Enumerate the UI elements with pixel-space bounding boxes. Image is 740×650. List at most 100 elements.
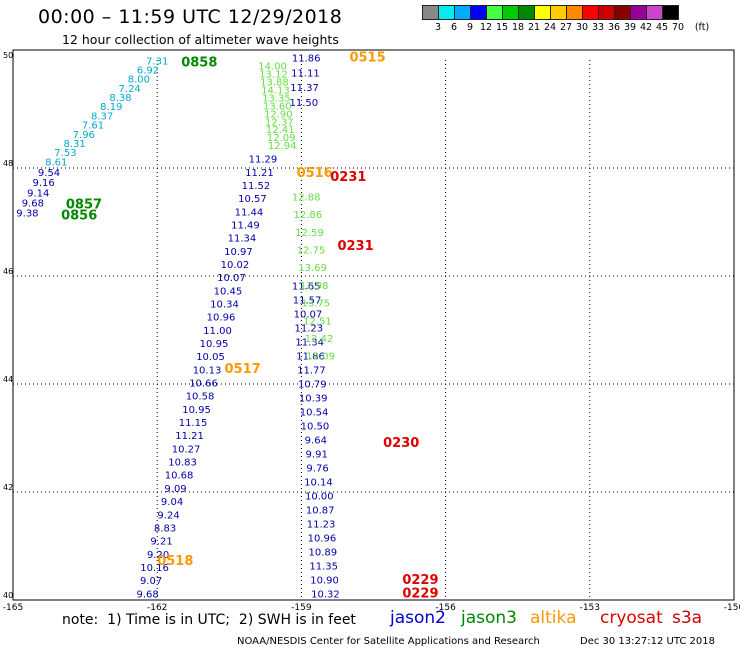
y-tick-label: 44 xyxy=(3,375,13,384)
wave-height-value: 11.23 xyxy=(295,323,324,334)
pass-time-label: 0229 xyxy=(402,586,438,601)
wave-height-value: 10.54 xyxy=(300,407,329,418)
pass-time-label: 0856 xyxy=(61,208,97,223)
colorbar-label: 70 xyxy=(671,22,685,33)
colorbar-label: 45 xyxy=(655,22,669,33)
wave-height-value: 9.07 xyxy=(140,576,162,587)
wave-height-value: 7.53 xyxy=(54,148,76,159)
wave-height-value: 14.13 xyxy=(261,86,290,97)
wave-height-value: 10.90 xyxy=(310,575,339,586)
units-note: note: 1) Time is in UTC; 2) SWH is in fe… xyxy=(62,612,356,628)
colorbar-label: (ft) xyxy=(694,22,710,33)
wave-height-value: 11.65 xyxy=(292,282,321,293)
wave-height-value: 13.12 xyxy=(259,70,288,81)
wave-height-value: 7.31 xyxy=(146,56,168,67)
wave-height-value: 12.59 xyxy=(295,228,324,239)
wave-height-value: 10.05 xyxy=(196,352,225,363)
wave-height-value: 12.37 xyxy=(265,117,294,128)
wave-height-value: 11.86 xyxy=(292,54,321,65)
y-tick-label: 42 xyxy=(3,483,13,492)
wave-height-value: 7.61 xyxy=(82,121,104,132)
pass-time-label: 0515 xyxy=(349,51,385,66)
colorbar-label: 27 xyxy=(559,22,573,33)
wave-height-value: 11.21 xyxy=(175,431,204,442)
wave-height-value: 9.91 xyxy=(306,449,328,460)
legend-altika: altika xyxy=(530,608,577,628)
wave-height-value: 8.00 xyxy=(128,75,150,86)
wave-height-value: 11.57 xyxy=(293,295,322,306)
x-tick-label: -159 xyxy=(291,603,312,610)
wave-height-value: 10.27 xyxy=(172,444,201,455)
colorbar-label: 36 xyxy=(607,22,621,33)
wave-height-value: 8.31 xyxy=(63,139,85,150)
wave-height-value: 8.83 xyxy=(154,523,176,534)
pass-time-label: 0516 xyxy=(297,166,333,181)
pass-time-label: 0857 xyxy=(66,198,102,213)
wave-height-value: 9.76 xyxy=(306,463,328,474)
wave-height-value: 12.09 xyxy=(306,352,335,363)
wave-height-value: 8.61 xyxy=(45,157,67,168)
x-tick-label: -165 xyxy=(3,603,23,610)
colorbar-label: 33 xyxy=(591,22,605,33)
pass-time-label: 0229 xyxy=(402,573,438,588)
wave-height-value: 10.07 xyxy=(294,309,323,320)
wave-height-value: 11.50 xyxy=(289,98,318,109)
wave-height-value: 10.50 xyxy=(301,421,330,432)
wave-height-value: 11.34 xyxy=(228,234,257,245)
wave-height-value: 8.37 xyxy=(91,111,113,122)
wave-height-value: 9.14 xyxy=(27,188,49,199)
wave-height-value: 12.51 xyxy=(303,316,332,327)
wave-height-value: 11.49 xyxy=(231,220,260,231)
wave-height-value: 12.94 xyxy=(268,141,297,152)
colorbar-label: 9 xyxy=(466,22,474,33)
wave-height-value: 9.68 xyxy=(22,198,44,209)
map-subtitle: 12 hour collection of altimeter wave hei… xyxy=(62,32,339,47)
wave-height-value: 10.45 xyxy=(214,286,243,297)
wave-height-value: 11.44 xyxy=(235,207,264,218)
wave-height-value: 10.89 xyxy=(308,547,337,558)
wave-height-value: 10.57 xyxy=(238,194,267,205)
wave-height-value: 10.02 xyxy=(221,260,250,271)
wave-height-value: 13.88 xyxy=(260,78,289,89)
wave-height-value: 12.86 xyxy=(293,210,322,221)
wave-height-value: 9.38 xyxy=(16,209,38,220)
wave-height-value: 12.09 xyxy=(267,133,296,144)
wave-height-value: 10.96 xyxy=(207,313,236,324)
x-tick-label: -150 xyxy=(724,603,740,610)
wave-height-value: 11.23 xyxy=(307,519,336,530)
colorbar-label: 3 xyxy=(434,22,442,33)
y-tick-label: 48 xyxy=(3,159,13,168)
wave-height-value: 9.68 xyxy=(136,589,158,600)
wave-height-value: 12.90 xyxy=(264,109,293,120)
wave-height-value: 10.34 xyxy=(210,300,239,311)
wave-height-value: 10.16 xyxy=(140,563,169,574)
timestamp-text: Dec 30 13:27:12 UTC 2018 xyxy=(580,636,715,647)
colorbar-label: 6 xyxy=(450,22,458,33)
wave-height-colorbar xyxy=(422,5,679,20)
wave-height-value: 10.96 xyxy=(308,533,337,544)
map-footer: note: 1) Time is in UTC; 2) SWH is in fe… xyxy=(0,608,740,650)
map-title: 00:00 – 11:59 UTC 12/29/2018 xyxy=(38,6,343,28)
wave-height-value: 11.11 xyxy=(291,68,320,79)
wave-height-value: 12.98 xyxy=(300,281,329,292)
colorbar-label: 30 xyxy=(575,22,589,33)
wave-height-value: 13.60 xyxy=(263,101,292,112)
colorbar-label: 15 xyxy=(495,22,509,33)
map-frame xyxy=(12,49,735,601)
wave-height-value: 8.38 xyxy=(109,93,131,104)
wave-height-value: 11.35 xyxy=(309,561,338,572)
wave-height-value: 10.13 xyxy=(193,365,222,376)
colorbar-swatch xyxy=(662,5,679,20)
wave-height-value: 7.96 xyxy=(73,130,95,141)
colorbar-label: 18 xyxy=(511,22,525,33)
pass-time-label: 0517 xyxy=(224,362,260,377)
colorbar-labels: 3 6 9 12 15 18 21 24 27 30 33 36 39 42 45 70 (ft) xyxy=(422,22,740,36)
pass-time-label: 0518 xyxy=(157,554,193,569)
wave-height-value: 10.68 xyxy=(165,471,194,482)
wave-height-value: 10.87 xyxy=(306,505,335,516)
wave-height-value: 11.29 xyxy=(249,155,278,166)
colorbar-label: 12 xyxy=(479,22,493,33)
y-tick-label: 46 xyxy=(3,267,13,276)
wave-height-value: 12.42 xyxy=(305,334,334,345)
pass-time-label: 0230 xyxy=(383,436,419,451)
